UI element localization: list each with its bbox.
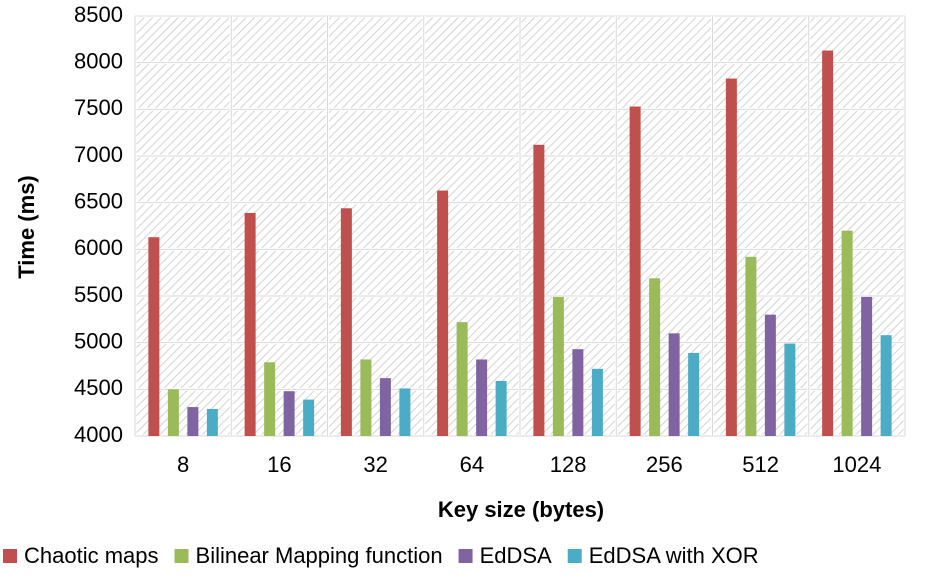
- bar-eddsa-with-xor-64: [495, 380, 507, 436]
- x-tick-label: 1024: [832, 452, 881, 477]
- legend-label-bilinear-mapping-function: Bilinear Mapping function: [196, 543, 443, 568]
- bar-chaotic-maps-64: [437, 190, 449, 436]
- legend: Chaotic maps Bilinear Mapping function EdD…: [3, 543, 759, 568]
- legend-label-eddsa-with-xor: EdDSA with XOR: [589, 543, 759, 568]
- y-tick-label: 4000: [74, 422, 123, 447]
- bar-bilinear-mapping-function-16: [264, 362, 276, 436]
- bar-eddsa-128: [572, 349, 584, 436]
- y-tick-label: 8000: [74, 48, 123, 73]
- bar-chaotic-maps-256: [629, 106, 641, 437]
- legend-swatch-chaotic-maps: [3, 549, 17, 563]
- bar-eddsa-16: [283, 391, 295, 436]
- bar-bilinear-mapping-function-1024: [841, 230, 853, 436]
- x-tick-label: 256: [646, 452, 683, 477]
- bar-chaotic-maps-1024: [822, 50, 834, 437]
- bar-eddsa-64: [476, 359, 488, 436]
- bar-chaotic-maps-128: [533, 144, 545, 437]
- bar-eddsa-with-xor-8: [206, 408, 218, 436]
- legend-swatch-bilinear-mapping-function: [174, 549, 189, 563]
- y-tick-label: 8500: [74, 2, 123, 27]
- y-tick-label: 6000: [74, 235, 123, 260]
- x-axis-title: Key size (bytes): [438, 497, 604, 522]
- x-tick-label: 128: [550, 452, 587, 477]
- bar-eddsa-with-xor-256: [688, 352, 700, 436]
- bar-bilinear-mapping-function-512: [745, 256, 757, 436]
- x-tick-label: 32: [363, 452, 387, 477]
- bar-chaotic-maps-8: [148, 237, 160, 436]
- legend-swatch-eddsa: [458, 549, 473, 563]
- y-tick-label: 5000: [74, 328, 123, 353]
- y-tick-label: 7500: [74, 95, 123, 120]
- bar-eddsa-with-xor-512: [784, 343, 796, 436]
- x-tick-label: 16: [267, 452, 291, 477]
- bar-bilinear-mapping-function-32: [360, 359, 372, 436]
- bar-chaotic-maps-32: [340, 208, 352, 436]
- bar-eddsa-512: [764, 314, 776, 436]
- bar-chaotic-maps-512: [725, 78, 737, 437]
- x-tick-label: 512: [742, 452, 779, 477]
- bar-chaotic-maps-16: [244, 212, 256, 436]
- bar-eddsa-8: [187, 407, 199, 436]
- bar-eddsa-1024: [861, 296, 873, 436]
- bar-eddsa-256: [668, 333, 680, 436]
- bar-bilinear-mapping-function-8: [167, 389, 179, 436]
- y-axis-title: Time (ms): [14, 175, 39, 279]
- y-tick-label: 7000: [74, 142, 123, 167]
- x-tick-label: 8: [177, 452, 189, 477]
- bar-eddsa-with-xor-16: [303, 399, 315, 436]
- x-tick-label: 64: [460, 452, 484, 477]
- bar-bilinear-mapping-function-64: [456, 322, 468, 436]
- y-tick-label: 5500: [74, 282, 123, 307]
- y-tick-label: 4500: [74, 375, 123, 400]
- legend-swatch-eddsa-with-xor: [567, 549, 582, 563]
- bar-eddsa-32: [379, 378, 391, 436]
- bar-eddsa-with-xor-1024: [880, 335, 892, 436]
- bar-bilinear-mapping-function-128: [552, 296, 564, 436]
- bar-bilinear-mapping-function-256: [649, 278, 661, 436]
- bar-eddsa-with-xor-128: [591, 368, 603, 436]
- legend-label-eddsa: EdDSA: [480, 543, 552, 568]
- legend-label-chaotic-maps: Chaotic maps: [24, 543, 159, 568]
- y-tick-label: 6500: [74, 188, 123, 213]
- bar-eddsa-with-xor-32: [399, 388, 411, 436]
